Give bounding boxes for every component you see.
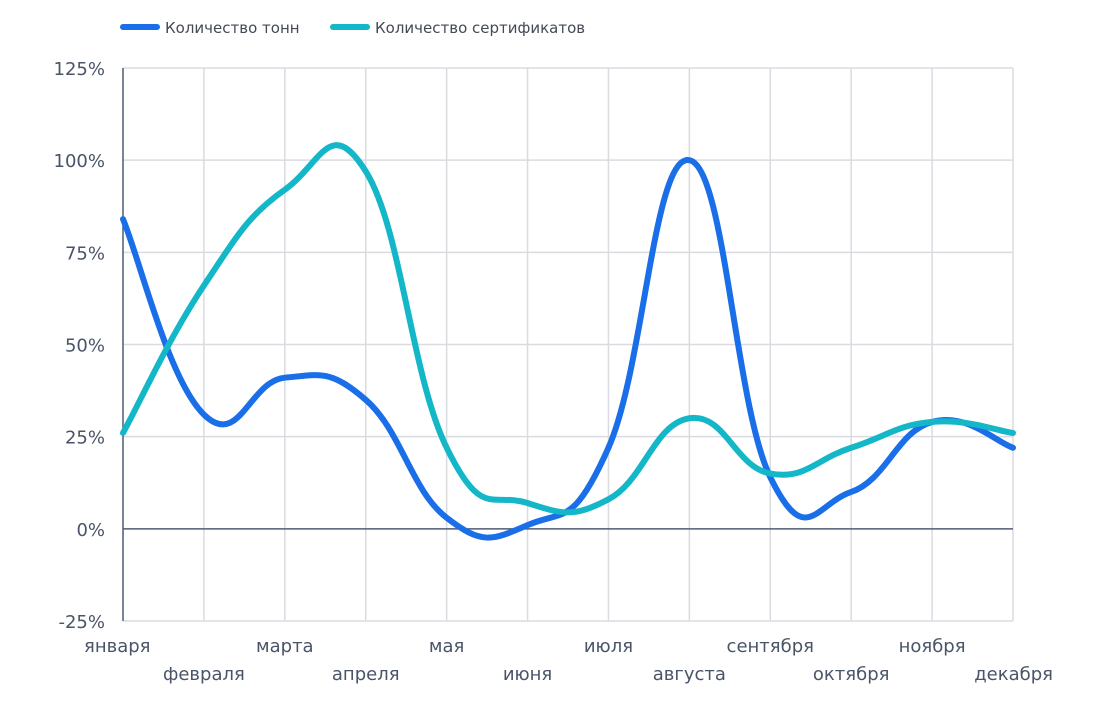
series-lines: [120, 142, 1016, 541]
x-tick-label: июня: [503, 664, 552, 685]
series-line-1: [120, 157, 1016, 541]
x-axis-ticks: января февраля марта апреля мая июня июля авгус…: [84, 636, 1053, 685]
y-tick-label: 0%: [76, 520, 105, 541]
y-tick-label: 25%: [65, 428, 105, 449]
grid: [122, 67, 1014, 622]
x-tick-label: мая: [429, 636, 464, 657]
x-tick-label: апреля: [332, 664, 400, 685]
x-tick-label: ноября: [899, 636, 966, 657]
y-tick-label: 75%: [65, 243, 105, 264]
series-line-2: [120, 142, 1016, 516]
y-tick-label: -25%: [58, 612, 105, 633]
legend: Количество тонн Количество сертификатов: [120, 19, 585, 37]
x-tick-label: октября: [813, 664, 890, 685]
x-tick-label: марта: [256, 636, 314, 657]
y-tick-label: 125%: [54, 59, 105, 80]
x-tick-label: января: [84, 636, 151, 657]
x-tick-label: декабря: [974, 664, 1053, 685]
y-tick-label: 50%: [65, 336, 105, 357]
y-axis-ticks: -25% 0% 25% 50% 75% 100% 125%: [54, 59, 105, 633]
x-tick-label: августа: [653, 664, 726, 685]
y-tick-label: 100%: [54, 151, 105, 172]
x-tick-label: февраля: [163, 664, 245, 685]
x-tick-label: сентября: [727, 636, 814, 657]
legend-label: Количество сертификатов: [375, 19, 585, 37]
legend-label: Количество тонн: [165, 19, 300, 37]
x-tick-label: июля: [584, 636, 633, 657]
